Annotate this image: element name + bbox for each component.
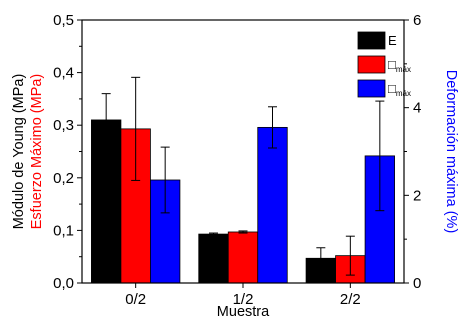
- legend-swatch-esfuerzo-max: [357, 55, 386, 74]
- y-left-tick-label: 0,4: [53, 65, 74, 82]
- bar-series1-1-2: [227, 231, 259, 284]
- y-left-tick-label: 0,5: [53, 12, 74, 29]
- y-left-tick-label: 0,0: [53, 275, 74, 292]
- x-tick-label: 2/2: [340, 291, 361, 308]
- y-right-tick-label: 0: [413, 275, 421, 292]
- legend: E □máx □máx: [357, 31, 411, 98]
- bar-series2-1-2: [257, 126, 288, 284]
- y-axis-title-left-primary: Módulo de Young (MPa): [11, 74, 27, 230]
- legend-swatch-e: [357, 31, 386, 50]
- axes-layer: 0/2 1/2 2/2 0,0 0,1 0,2 0,3 0,4 0,5 0 2 4 6: [53, 12, 421, 308]
- bar-series0-1-2: [198, 233, 229, 284]
- bar-series0-0-2: [91, 119, 122, 284]
- legend-label-e: E: [388, 33, 397, 48]
- x-axis-title: Muestra: [217, 304, 270, 320]
- legend-symbol-deformacion: □: [388, 81, 396, 96]
- legend-sub-esfuerzo: máx: [396, 65, 411, 74]
- legend-symbol-esfuerzo: □: [388, 57, 396, 72]
- y-right-tick-label: 4: [413, 100, 421, 117]
- y-right-tick-label: 2: [413, 187, 421, 204]
- legend-label-deformacion-max: □máx: [388, 81, 411, 98]
- y-axis-title-right: Deformación máxima (%): [443, 70, 459, 234]
- y-left-tick-label: 0,1: [53, 222, 74, 239]
- legend-label-esfuerzo-max: □máx: [388, 57, 411, 74]
- y-right-tick-label: 6: [413, 12, 421, 29]
- legend-swatch-deformacion-max: [357, 79, 386, 98]
- error-bars-layer: [101, 76, 385, 276]
- legend-sub-deformacion: máx: [396, 89, 411, 98]
- x-tick-label: 1/2: [233, 291, 254, 308]
- y-left-tick-label: 0,3: [53, 117, 74, 134]
- y-left-tick-label: 0,2: [53, 170, 74, 187]
- y-axis-title-left-secondary: Esfuerzo Máximo (MPa): [29, 74, 45, 230]
- x-tick-label: 0/2: [125, 291, 146, 308]
- bars-layer: [91, 119, 395, 284]
